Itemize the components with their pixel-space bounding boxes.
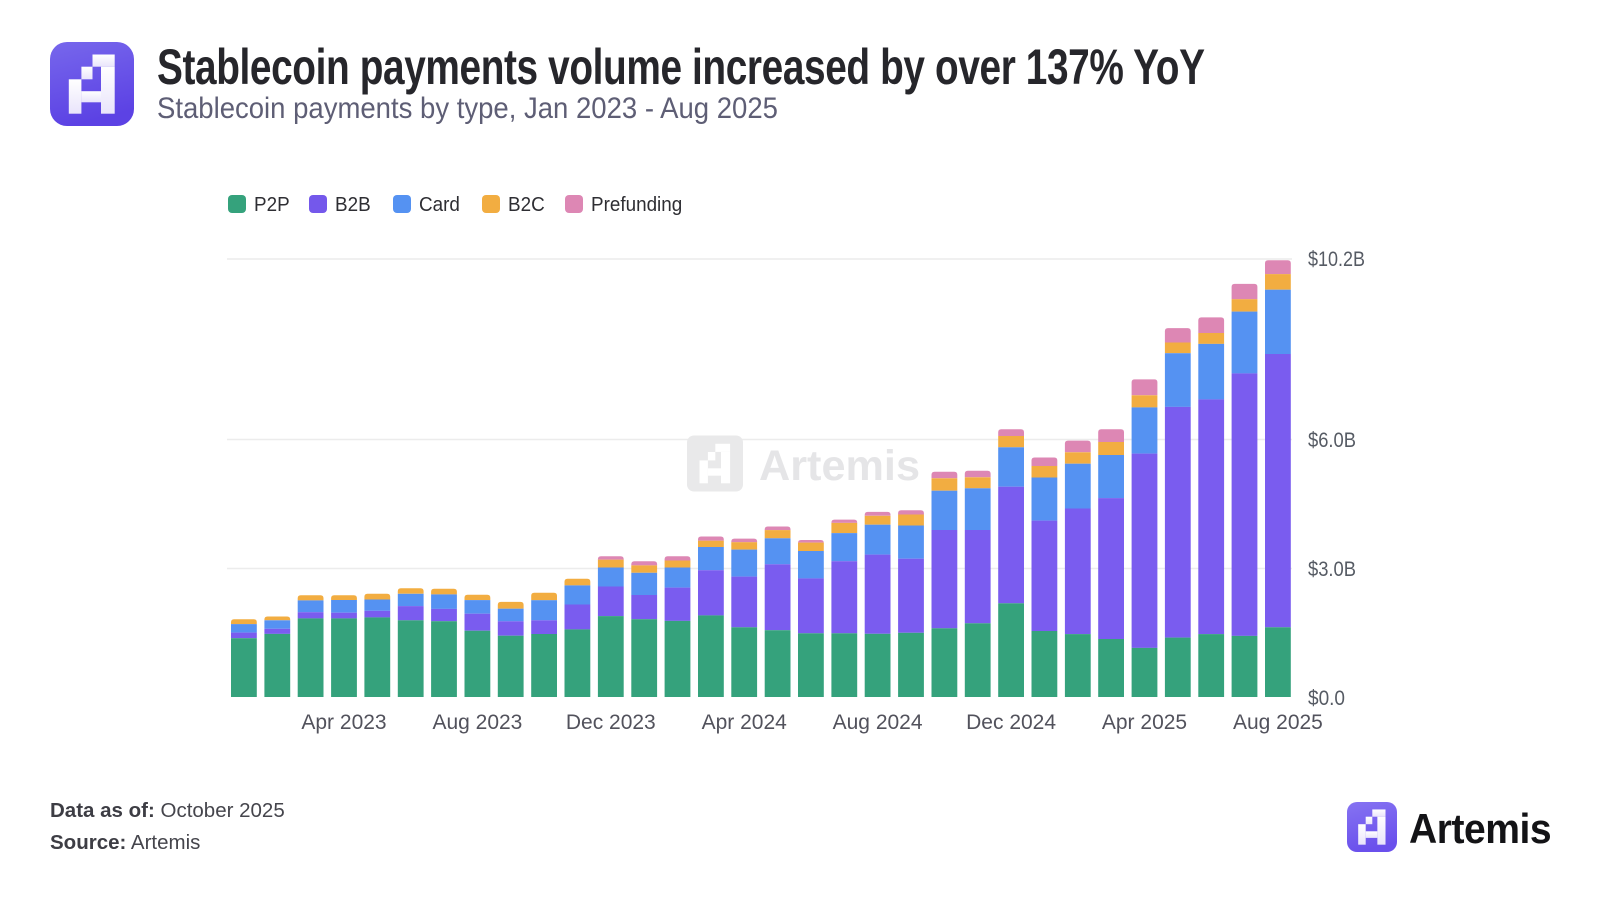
svg-text:Dec 2024: Dec 2024	[966, 711, 1056, 734]
svg-text:Dec 2023: Dec 2023	[566, 711, 656, 734]
svg-text:Apr 2023: Apr 2023	[301, 711, 386, 734]
svg-text:Aug 2024: Aug 2024	[833, 711, 923, 734]
svg-text:$6.0B: $6.0B	[1308, 429, 1356, 452]
svg-text:$0.0: $0.0	[1308, 687, 1345, 710]
svg-text:Aug 2025: Aug 2025	[1233, 711, 1323, 734]
svg-text:Apr 2025: Apr 2025	[1102, 711, 1187, 734]
svg-text:Aug 2023: Aug 2023	[432, 711, 522, 734]
svg-text:Artemis: Artemis	[759, 442, 920, 490]
svg-text:$3.0B: $3.0B	[1308, 558, 1356, 581]
svg-text:Apr 2024: Apr 2024	[702, 711, 788, 734]
svg-text:$10.2B: $10.2B	[1308, 248, 1365, 271]
